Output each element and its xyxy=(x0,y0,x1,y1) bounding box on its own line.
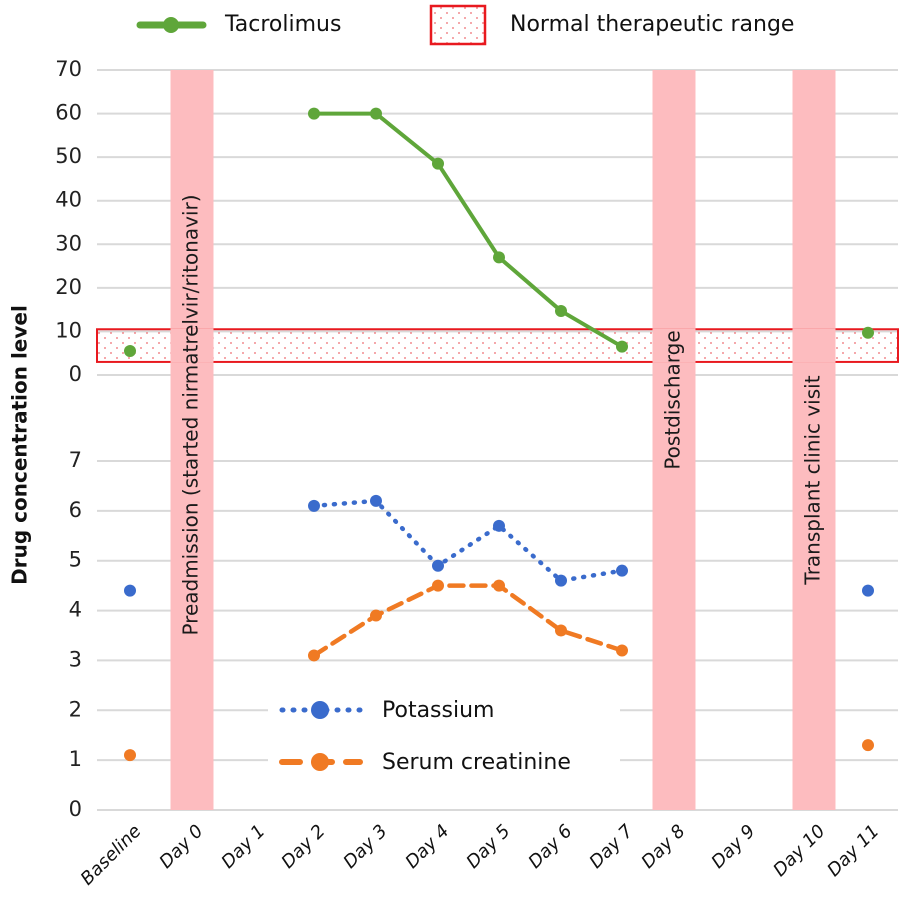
lower-y-tick-label: 6 xyxy=(69,498,82,522)
potassium-point xyxy=(493,519,505,532)
x-tick-label: Day 0 xyxy=(155,821,207,873)
potassium-point xyxy=(862,584,874,597)
upper-y-tick-label: 10 xyxy=(55,318,82,342)
event-band-label: Transplant clinic visit xyxy=(801,375,825,585)
x-tick-label: Day 5 xyxy=(462,821,514,873)
event-band xyxy=(792,70,836,810)
upper-y-tick-label: 60 xyxy=(55,101,82,125)
series-layer xyxy=(124,107,874,762)
x-tick-label: Day 11 xyxy=(823,821,883,881)
upper-y-tick-label: 50 xyxy=(55,144,82,168)
event-band xyxy=(170,70,214,810)
tacrolimus-point xyxy=(432,157,444,170)
lower-y-tick-label: 2 xyxy=(69,697,82,721)
legend-layer: Tacrolimus Normal therapeutic range Potass… xyxy=(136,4,794,785)
serum-creatinine-point xyxy=(555,624,567,637)
event-band-overlay xyxy=(170,328,214,363)
lower-y-tick-label: 7 xyxy=(69,448,82,472)
upper-y-tick-label: 40 xyxy=(55,188,82,212)
y-axis-label: Drug concentration level xyxy=(8,305,32,585)
lower-y-tick-label: 5 xyxy=(69,548,82,572)
lower-y-tick-label: 1 xyxy=(69,747,82,771)
serum-creatinine-point xyxy=(308,649,320,662)
upper-y-tick-label: 70 xyxy=(55,57,82,81)
lower-y-tick-label: 0 xyxy=(69,797,82,821)
therapeutic-range-layer: Preadmission (started nirmatrelvir/riton… xyxy=(96,194,899,636)
event-band-layer xyxy=(170,70,836,810)
lower-y-tick-label: 3 xyxy=(69,647,82,671)
upper-y-tick-label: 20 xyxy=(55,275,82,299)
legend-bottom-background xyxy=(268,685,620,785)
legend-range-label: Normal therapeutic range xyxy=(510,12,794,37)
tacrolimus-line xyxy=(312,111,624,349)
potassium-point xyxy=(555,574,567,587)
event-band-label: Preadmission (started nirmatrelvir/riton… xyxy=(179,194,203,635)
potassium-point xyxy=(432,559,444,572)
tacrolimus-point xyxy=(493,251,505,264)
x-tick-label: Day 6 xyxy=(524,821,576,873)
upper-y-tick-label: 0 xyxy=(69,362,82,386)
x-tick-label: Day 7 xyxy=(585,820,638,873)
legend-range-swatch xyxy=(429,4,487,46)
tacrolimus-point xyxy=(124,345,136,358)
serum-creatinine-point xyxy=(432,579,444,592)
event-band-label: Postdischarge xyxy=(661,330,685,469)
serum-creatinine-line xyxy=(311,583,625,658)
event-band-overlay xyxy=(792,328,836,363)
grid-layer xyxy=(97,69,898,811)
x-tick-label: Day 1 xyxy=(217,821,269,873)
lower-y-tick-label: 4 xyxy=(69,598,82,622)
tacrolimus-point xyxy=(308,107,320,120)
legend-creatinine-label: Serum creatinine xyxy=(382,750,571,775)
x-tick-label: Baseline xyxy=(77,821,146,890)
legend-potassium-marker xyxy=(311,701,329,719)
event-band xyxy=(652,70,696,810)
event-band-overlay xyxy=(652,328,696,363)
serum-creatinine-point xyxy=(370,609,382,622)
potassium-line xyxy=(311,498,625,583)
potassium-point xyxy=(124,584,136,597)
serum-creatinine-point xyxy=(616,644,628,657)
x-tick-label: Day 10 xyxy=(769,821,829,881)
tacrolimus-point xyxy=(862,326,874,339)
x-tick-label: Day 4 xyxy=(401,821,453,873)
tacrolimus-point xyxy=(555,304,567,317)
potassium-point xyxy=(308,499,320,512)
serum-creatinine-point xyxy=(862,739,874,752)
legend-creatinine-marker xyxy=(311,753,329,771)
tacrolimus-point xyxy=(370,107,382,120)
serum-creatinine-point xyxy=(493,579,505,592)
legend-tacrolimus-label: Tacrolimus xyxy=(224,12,341,37)
therapeutic-range-band xyxy=(96,328,899,363)
potassium-point xyxy=(370,494,382,507)
serum-creatinine-point xyxy=(124,749,136,762)
legend-tacrolimus-marker xyxy=(163,17,179,33)
tacrolimus-point xyxy=(616,340,628,353)
x-tick-label: Day 8 xyxy=(637,821,689,873)
potassium-point xyxy=(616,564,628,577)
x-tick-label: Day 2 xyxy=(277,821,329,873)
legend-potassium-label: Potassium xyxy=(382,698,494,723)
x-tick-label: Day 3 xyxy=(339,821,391,873)
x-tick-label: Day 9 xyxy=(707,821,759,873)
upper-y-tick-label: 30 xyxy=(55,231,82,255)
